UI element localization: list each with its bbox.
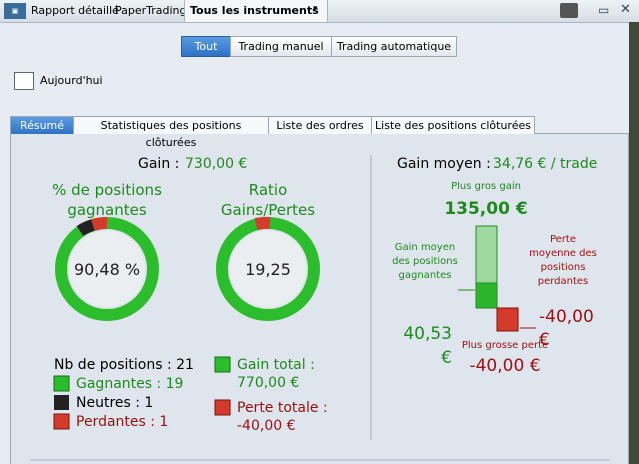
count-loss: Perdantes : 1 xyxy=(76,414,169,430)
donut-ratio xyxy=(216,216,320,321)
legend-win xyxy=(53,375,70,392)
gain-label: Gain : xyxy=(138,156,180,172)
legend-gain-total xyxy=(214,356,231,373)
donut-win xyxy=(55,217,159,321)
dropdown-arrow: ▾ xyxy=(313,4,318,14)
gain-total-label: Gain total : xyxy=(237,357,315,373)
loss-total-label: Perte totale : xyxy=(237,400,328,416)
tab[interactable]: Liste des ordres xyxy=(268,116,372,134)
avg-win-label: Gain moyen des positions gagnantes xyxy=(392,242,458,281)
avg-gain-bar xyxy=(475,282,498,309)
legend-loss xyxy=(53,413,70,430)
menu-item[interactable]: Rapport détaillé xyxy=(31,4,119,17)
biggest-gain-value: 135,00 € xyxy=(444,199,528,219)
side-strip xyxy=(629,22,639,464)
avg-value: 34,76 € / trade xyxy=(493,156,598,172)
avg-loss-value: -40,00 € xyxy=(539,307,594,350)
avg-win-value: 40,53 € xyxy=(403,324,452,368)
gain-bar xyxy=(475,225,498,284)
loss-total-value: -40,00 € xyxy=(237,418,296,434)
biggest-gain-label: Plus gros gain xyxy=(451,181,521,192)
avg-loss-label: Perte moyenne des positions perdantes xyxy=(529,234,597,287)
ratio-title: Ratio Gains/Pertes xyxy=(220,181,316,219)
biggest-loss-value: -40,00 € xyxy=(469,356,541,376)
win-rate-value: 90,48 % xyxy=(73,260,141,279)
tab[interactable]: Résumé xyxy=(10,116,74,134)
count-win: Gagnantes : 19 xyxy=(76,376,184,392)
count-neutral: Neutres : 1 xyxy=(76,395,154,411)
tab[interactable]: Statistiques des positions clôturées xyxy=(73,116,269,149)
print-icon[interactable] xyxy=(560,3,578,18)
count-total: Nb de positions : 21 xyxy=(54,357,194,373)
legend-loss-total xyxy=(214,399,231,416)
dropdown[interactable] xyxy=(184,0,328,22)
loss-bar xyxy=(496,307,519,332)
avg-label: Gain moyen : xyxy=(397,156,491,172)
date-button[interactable]: Aujourd'hui xyxy=(40,74,103,87)
tab[interactable]: Liste des positions clôturées xyxy=(371,116,535,134)
mode-button[interactable]: Trading automatique xyxy=(331,36,457,57)
mode-button[interactable]: Trading manuel xyxy=(230,36,332,57)
close[interactable]: ✕ xyxy=(620,2,631,17)
calendar-icon[interactable] xyxy=(14,72,34,90)
minimize[interactable]: ▭ xyxy=(598,3,610,17)
gain-value: 730,00 € xyxy=(185,156,248,172)
gain-total-value: 770,00 € xyxy=(237,375,300,391)
biggest-loss-label: Plus grosse perte xyxy=(461,340,549,351)
menu-item[interactable]: PaperTrading xyxy=(115,4,187,17)
win-rate-title: % de positions gagnantes xyxy=(52,181,162,219)
dropdown-label[interactable]: Tous les instruments xyxy=(190,4,319,17)
ratio-value: 19,25 xyxy=(245,260,291,279)
demo-icon: ▣ xyxy=(4,3,26,19)
legend-neutral xyxy=(54,395,69,410)
